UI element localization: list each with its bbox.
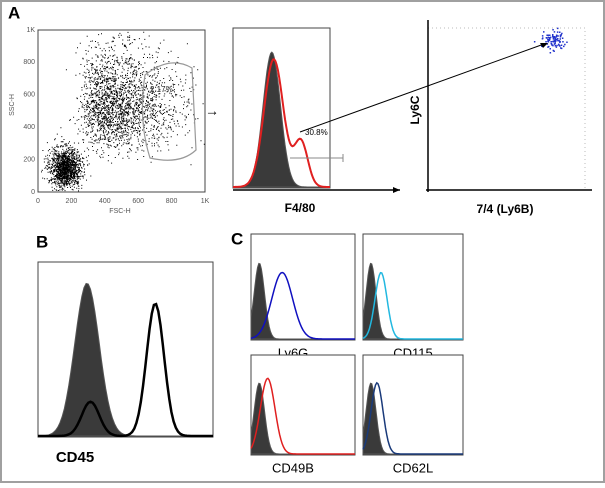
y-tick-label: 1K [26, 27, 35, 34]
histogram [37, 282, 213, 438]
y-title: SSC-H [9, 94, 16, 116]
y-tick-label: 800 [23, 59, 35, 66]
x-title: CD62L [393, 460, 433, 475]
gate-label: 30.8% [305, 128, 328, 137]
scatter-dots [41, 31, 205, 192]
x-tick-label: 1K [201, 198, 210, 205]
dotplot-box [427, 27, 586, 191]
gate-label: 2.17% [150, 85, 173, 94]
stain-histogram [233, 58, 330, 188]
x-title: FSC-H [109, 208, 130, 215]
panel-label: A [8, 3, 20, 22]
y-title: Ly6C [408, 95, 422, 124]
x-tick-label: 200 [66, 198, 78, 205]
arrowhead [540, 43, 548, 48]
panel-label: C [231, 229, 243, 248]
stain-histogram [250, 377, 355, 455]
y-tick-label: 0 [31, 189, 35, 196]
stain-histogram [362, 271, 463, 340]
gate [141, 62, 197, 161]
stain-histogram [250, 271, 355, 340]
dots [533, 27, 568, 54]
x-title: 7/4 (Ly6B) [477, 202, 534, 216]
histogram [233, 51, 330, 188]
x-title: CD49B [272, 460, 314, 475]
arrow: → [205, 103, 219, 119]
x-tick-label: 400 [99, 198, 111, 205]
x-title: F4/80 [285, 201, 316, 215]
stain-histogram [38, 302, 213, 438]
stain-histogram [362, 381, 463, 455]
dots [533, 27, 568, 54]
x-tick-label: 0 [36, 198, 40, 205]
arrow [299, 43, 545, 133]
x-tick-label: 600 [132, 198, 144, 205]
arrowhead [393, 187, 400, 193]
dots [41, 31, 205, 192]
y-tick-label: 400 [23, 124, 35, 131]
x-title: CD45 [56, 449, 94, 466]
x-tick-label: 800 [166, 198, 178, 205]
y-tick-label: 600 [23, 92, 35, 99]
y-tick-label: 200 [23, 156, 35, 163]
panel-label: B [36, 232, 48, 251]
